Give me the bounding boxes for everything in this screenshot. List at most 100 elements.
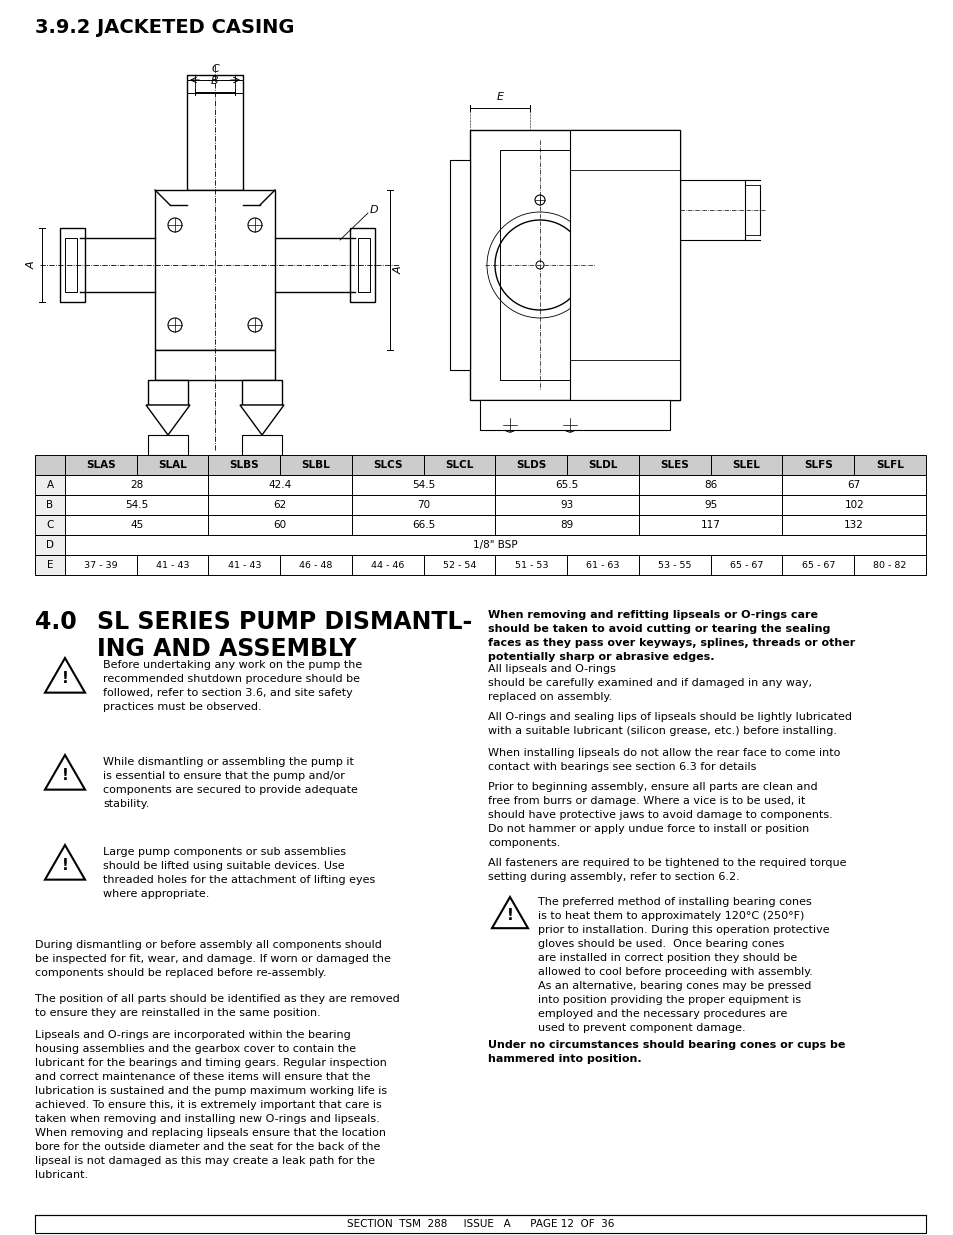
Text: B: B (211, 77, 218, 86)
Bar (35, 1215, 925, 1233)
Bar (35, 555, 65, 576)
Circle shape (248, 219, 262, 232)
Text: Prior to beginning assembly, ensure all parts are clean and
free from burrs or d: Prior to beginning assembly, ensure all … (488, 783, 832, 848)
Text: !: ! (62, 672, 69, 687)
Text: !: ! (62, 768, 69, 783)
Text: 65.5: 65.5 (555, 480, 578, 490)
Text: SL SERIES PUMP DISMANTL-
ING AND ASSEMBLY: SL SERIES PUMP DISMANTL- ING AND ASSEMBL… (97, 610, 472, 661)
Bar (154, 190, 274, 350)
Bar (242, 380, 282, 405)
Bar (479, 400, 669, 430)
Bar (35, 454, 65, 475)
Bar (154, 350, 274, 380)
Text: SLAS: SLAS (86, 459, 115, 471)
Bar (567, 454, 639, 475)
Bar (242, 435, 282, 454)
Bar (450, 161, 470, 370)
Bar (350, 228, 375, 303)
Bar (495, 515, 639, 535)
Bar (853, 454, 925, 475)
Text: 51 - 53: 51 - 53 (514, 561, 548, 569)
Circle shape (535, 195, 544, 205)
Text: !: ! (506, 908, 513, 924)
Bar (60, 228, 85, 303)
Text: SLES: SLES (659, 459, 688, 471)
Bar (35, 475, 65, 495)
Text: 44 - 46: 44 - 46 (371, 561, 404, 569)
Text: SLDL: SLDL (588, 459, 618, 471)
Bar (209, 454, 280, 475)
Bar (495, 495, 639, 515)
Text: 70: 70 (416, 500, 430, 510)
Text: 54.5: 54.5 (125, 500, 149, 510)
Polygon shape (240, 405, 284, 435)
Text: The position of all parts should be identified as they are removed
to ensure the: The position of all parts should be iden… (35, 994, 399, 1018)
Text: 65 - 67: 65 - 67 (801, 561, 834, 569)
Bar (569, 130, 679, 400)
Bar (495, 555, 567, 576)
Text: A: A (27, 261, 37, 269)
Bar (65, 555, 136, 576)
Bar (853, 555, 925, 576)
Text: !: ! (62, 858, 69, 873)
Bar (65, 454, 136, 475)
Bar (209, 495, 352, 515)
Bar (187, 75, 243, 190)
Text: 28: 28 (130, 480, 143, 490)
Text: 1/8" BSP: 1/8" BSP (473, 540, 517, 550)
Text: A: A (47, 480, 53, 490)
Text: 46 - 48: 46 - 48 (299, 561, 333, 569)
Bar (280, 555, 352, 576)
Circle shape (168, 219, 182, 232)
Bar (209, 555, 280, 576)
Text: 53 - 55: 53 - 55 (658, 561, 691, 569)
Bar (639, 475, 781, 495)
Bar (209, 475, 352, 495)
Polygon shape (146, 405, 190, 435)
Bar (423, 454, 495, 475)
Bar (357, 238, 370, 291)
Text: When installing lipseals do not allow the rear face to come into
contact with be: When installing lipseals do not allow th… (488, 747, 840, 772)
Circle shape (502, 417, 517, 432)
Text: 132: 132 (843, 520, 863, 530)
Text: When removing and refitting lipseals or O-rings care
should be taken to avoid cu: When removing and refitting lipseals or … (488, 610, 854, 662)
Bar (65, 238, 77, 291)
Circle shape (248, 317, 262, 332)
Bar (781, 515, 925, 535)
Bar (639, 495, 781, 515)
Text: 37 - 39: 37 - 39 (84, 561, 117, 569)
Text: While dismantling or assembling the pump it
is essential to ensure that the pump: While dismantling or assembling the pump… (103, 757, 357, 809)
Bar (136, 454, 209, 475)
Text: 102: 102 (843, 500, 863, 510)
Text: 62: 62 (274, 500, 287, 510)
Bar (499, 149, 569, 380)
Text: 117: 117 (700, 520, 720, 530)
Bar (352, 454, 423, 475)
Text: Large pump components or sub assemblies
should be lifted using suitable devices.: Large pump components or sub assemblies … (103, 847, 375, 899)
Text: 66.5: 66.5 (412, 520, 435, 530)
Text: C: C (211, 64, 218, 74)
Bar (136, 555, 209, 576)
Text: 61 - 63: 61 - 63 (586, 561, 619, 569)
Text: SLFL: SLFL (875, 459, 903, 471)
Text: 4.0: 4.0 (35, 610, 76, 634)
Text: 42.4: 42.4 (269, 480, 292, 490)
Text: All lipseals and O-rings
should be carefully examined and if damaged in any way,: All lipseals and O-rings should be caref… (488, 664, 811, 701)
Text: D: D (46, 540, 54, 550)
Bar (495, 475, 639, 495)
Text: SLEL: SLEL (732, 459, 760, 471)
Bar (65, 515, 209, 535)
Text: 45: 45 (130, 520, 143, 530)
Text: SLBL: SLBL (301, 459, 330, 471)
Bar (65, 495, 209, 515)
Text: SLFS: SLFS (803, 459, 832, 471)
Bar (352, 475, 495, 495)
Text: All fasteners are required to be tightened to the required torque
setting during: All fasteners are required to be tighten… (488, 858, 845, 882)
Bar (423, 555, 495, 576)
Text: E: E (496, 91, 503, 103)
Bar (35, 515, 65, 535)
Text: During dismantling or before assembly all components should
be inspected for fit: During dismantling or before assembly al… (35, 940, 391, 978)
Text: 54.5: 54.5 (412, 480, 435, 490)
Bar (35, 495, 65, 515)
Text: Under no circumstances should bearing cones or cups be
hammered into position.: Under no circumstances should bearing co… (488, 1040, 844, 1065)
